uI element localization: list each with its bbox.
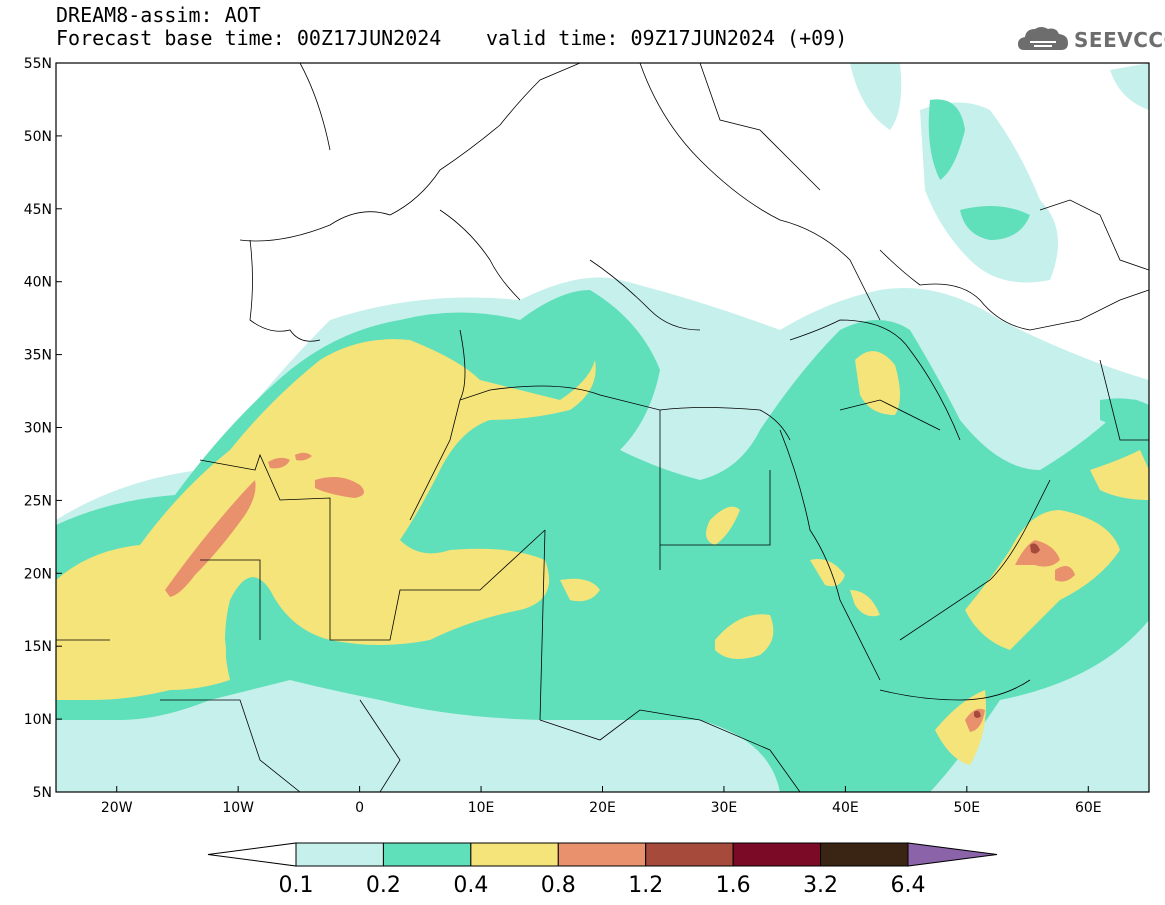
y-tick-label: 5N <box>33 785 52 801</box>
country-borders <box>56 63 1149 792</box>
cloud-icon <box>1018 27 1068 50</box>
colorbar-min-arrow <box>207 842 297 867</box>
y-tick-label: 15N <box>24 639 52 655</box>
x-tick-label: 10W <box>222 800 254 816</box>
colorbar-cell <box>645 842 734 867</box>
y-tick-label: 35N <box>24 348 52 364</box>
colorbar-max-arrow <box>907 842 998 867</box>
x-tick-label: 30E <box>711 800 738 816</box>
y-tick-label: 25N <box>24 493 52 509</box>
aot-field-0.8 <box>165 452 1075 732</box>
colorbar-cell <box>732 842 822 867</box>
colorbar-label: 0.1 <box>279 873 314 898</box>
valid-time: valid time: 09Z17JUN2024 (+09) <box>486 26 848 50</box>
colorbar-label: 0.4 <box>453 873 488 898</box>
colorbar-cell <box>820 842 909 867</box>
x-tick-label: 10E <box>468 800 495 816</box>
y-tick-label: 20N <box>24 566 52 582</box>
y-tick-label: 30N <box>24 421 52 437</box>
seevccc-logo: SEEVCCC <box>1016 22 1165 58</box>
colorbar-label: 6.4 <box>891 873 926 898</box>
colorbar-cell <box>470 842 559 867</box>
colorbar-label: 0.2 <box>366 873 401 898</box>
colorbar-label: 3.2 <box>803 873 838 898</box>
colorbar-cell <box>382 842 472 867</box>
y-tick-label: 10N <box>24 712 52 728</box>
latitude-ticks: 5N 10N 15N 20N 25N 30N 35N 40N 45N 50N 55N <box>24 56 62 801</box>
colorbar-label: 1.2 <box>628 873 663 898</box>
colorbar-cell <box>295 842 384 867</box>
x-tick-label: 20W <box>101 800 133 816</box>
forecast-base-time: Forecast base time: 00Z17JUN2024 <box>56 26 442 50</box>
x-tick-label: 20E <box>589 800 616 816</box>
map-title: DREAM8-assim: AOT <box>56 3 261 27</box>
colorbar-label: 1.6 <box>716 873 751 898</box>
colorbar-label: 0.8 <box>541 873 576 898</box>
x-tick-label: 0 <box>355 800 364 816</box>
y-tick-label: 55N <box>24 56 52 72</box>
colorbar-cell <box>557 842 647 867</box>
y-tick-label: 45N <box>24 202 52 218</box>
longitude-ticks: 20W 10W 0 10E 20E 30E 40E 50E 60E <box>101 786 1102 816</box>
x-tick-label: 60E <box>1075 800 1102 816</box>
logo-text: SEEVCCC <box>1074 28 1165 52</box>
aot-field-0.4 <box>56 339 1149 765</box>
y-tick-label: 40N <box>24 275 52 291</box>
y-tick-label: 50N <box>24 129 52 145</box>
aot-field-1.2 <box>974 543 1040 718</box>
x-tick-label: 40E <box>832 800 859 816</box>
x-tick-label: 50E <box>953 800 980 816</box>
